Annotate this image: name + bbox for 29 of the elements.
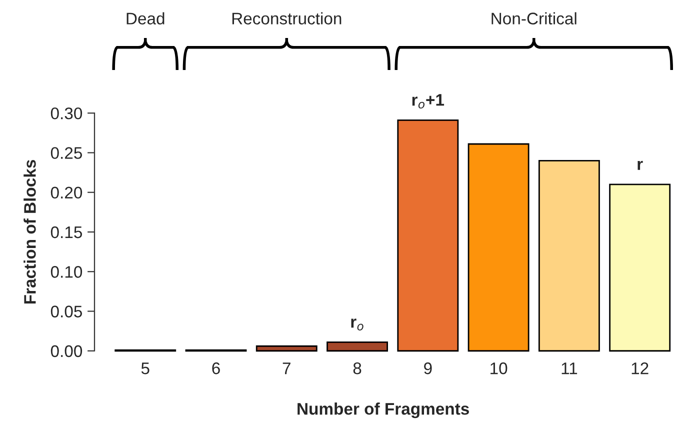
bar [256, 345, 318, 352]
x-tick-label: 8 [353, 362, 362, 374]
y-axis-title: Fraction of Blocks [24, 160, 36, 304]
x-axis-title: Number of Fragments [298, 402, 469, 418]
text: Dead [126, 12, 164, 24]
x-tick-label: 11 [562, 362, 578, 374]
text: Reconstruction [232, 12, 342, 24]
x-tick-label: 6 [212, 362, 220, 374]
bar [397, 120, 459, 352]
bar [538, 160, 600, 352]
y-tick-label: 0.00 [50, 345, 82, 358]
x-tick-label: 9 [424, 362, 432, 374]
x-tick-label: 10 [490, 362, 508, 374]
annotation: r$_{o}$ [351, 318, 364, 330]
x-tick-label: 7 [282, 362, 290, 374]
annotation: r [638, 160, 643, 170]
x-tick-label: 5 [141, 362, 150, 374]
bar [609, 184, 671, 352]
y-tick-label: 0.10 [50, 266, 82, 278]
text: Non-Critical [492, 12, 576, 24]
bar [326, 341, 388, 352]
y-tick-label: 0.15 [50, 226, 82, 238]
bar [468, 143, 530, 352]
annotation: r$_{o}$+1 [412, 94, 444, 109]
x-tick-label: 12 [632, 362, 648, 374]
y-tick-label: 0.05 [50, 306, 82, 318]
y-tick-label: 0.20 [50, 186, 82, 199]
y-tick-label: 0.25 [50, 147, 82, 159]
y-tick-label: 0.30 [50, 107, 82, 120]
